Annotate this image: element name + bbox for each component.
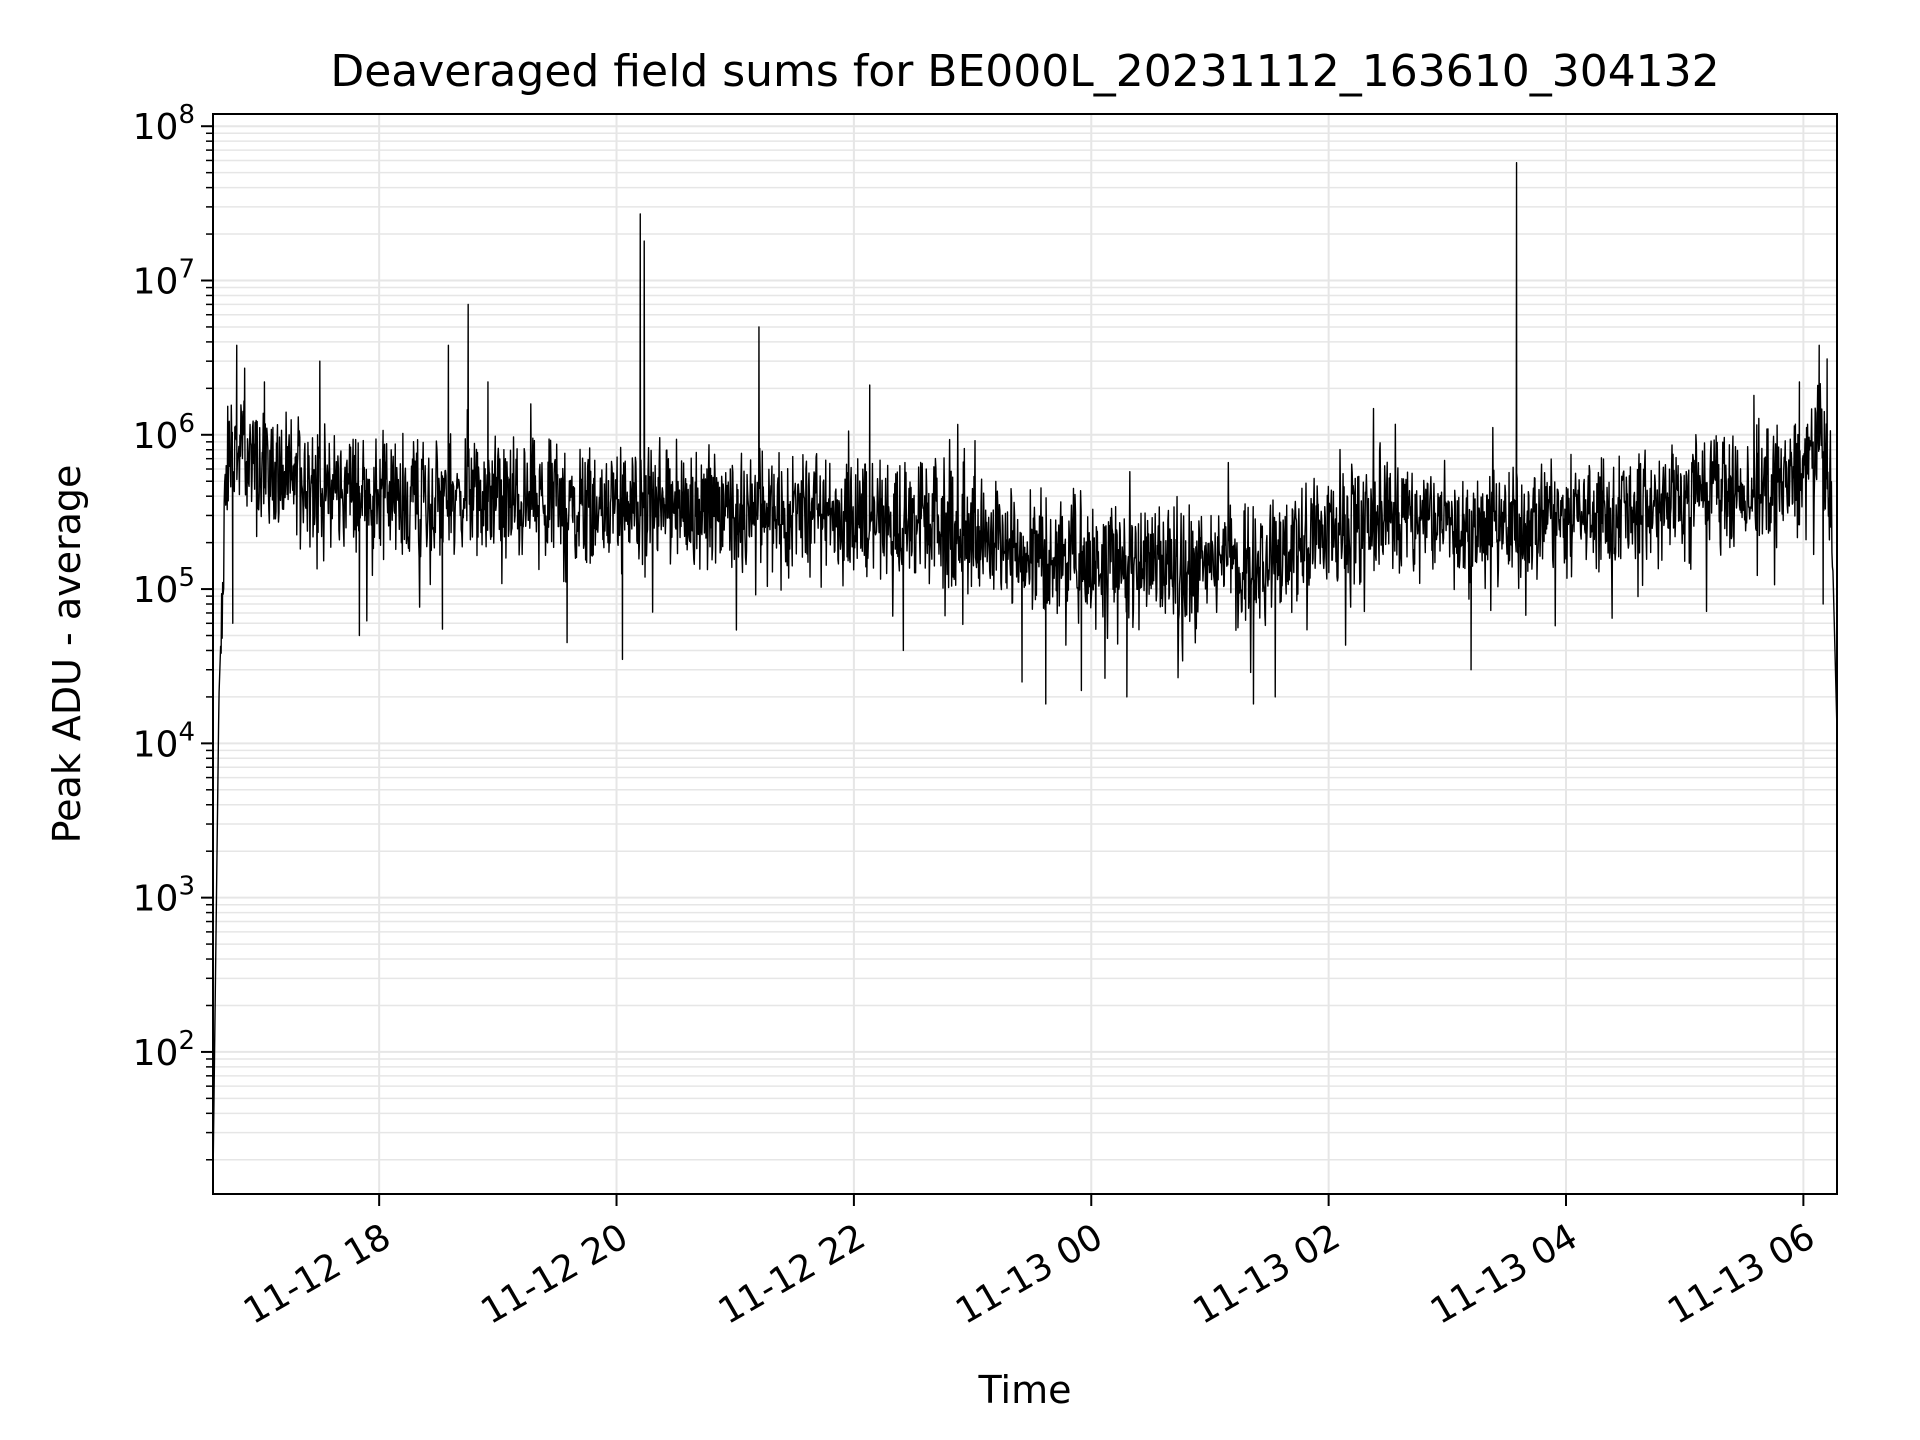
y-tick-label: 102 xyxy=(133,1026,195,1074)
x-tick-label: 11-13 06 xyxy=(1661,1216,1822,1332)
x-tick-label: 11-13 04 xyxy=(1424,1216,1585,1332)
axes-frame xyxy=(212,113,1838,1195)
y-tick-label: 108 xyxy=(133,100,195,148)
y-tick-label: 107 xyxy=(133,255,195,303)
y-axis-label: Peak ADU - average xyxy=(45,465,89,844)
series-line xyxy=(212,162,1838,1180)
y-tick-label: 105 xyxy=(133,563,195,611)
x-tick-label: 11-13 02 xyxy=(1186,1216,1347,1332)
chart-title: Deaveraged field sums for BE000L_2023111… xyxy=(330,46,1719,97)
x-axis-label: Time xyxy=(978,1368,1072,1412)
x-axis: 11-12 18 11-12 20 11-12 22 11-13 00 11-13 02… xyxy=(237,1194,1822,1333)
x-tick-label: 11-13 00 xyxy=(949,1216,1110,1332)
y-tick-label: 106 xyxy=(133,409,195,457)
y-tick-label: 103 xyxy=(133,872,195,920)
x-tick-label: 11-12 18 xyxy=(237,1216,398,1332)
y-axis: 102 103 104 105 106 107 108 xyxy=(133,100,213,1161)
x-tick-label: 11-12 20 xyxy=(474,1216,635,1332)
x-tick-label: 11-12 22 xyxy=(712,1216,873,1332)
series-path xyxy=(212,162,1838,1180)
y-tick-label: 104 xyxy=(133,717,195,765)
grid-lines xyxy=(213,114,1837,1194)
